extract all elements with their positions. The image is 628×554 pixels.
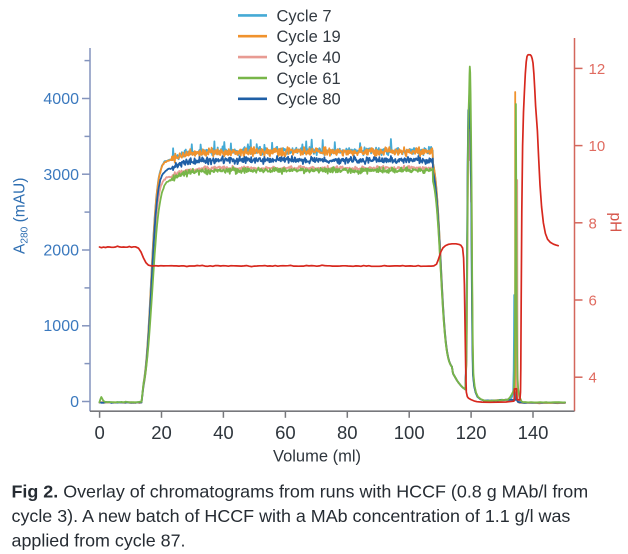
svg-text:Cycle 19: Cycle 19 (277, 28, 341, 46)
svg-text:20: 20 (151, 422, 172, 443)
svg-text:0: 0 (70, 394, 79, 411)
svg-text:cycle 3). A new batch of HCCF: cycle 3). A new batch of HCCF with a MAb… (12, 506, 571, 526)
svg-text:4: 4 (589, 370, 597, 387)
svg-text:2000: 2000 (43, 243, 79, 260)
svg-text:3000: 3000 (43, 167, 79, 184)
svg-text:10: 10 (589, 138, 606, 155)
svg-text:Cycle 61: Cycle 61 (277, 70, 341, 88)
svg-text:1000: 1000 (43, 318, 79, 335)
svg-text:80: 80 (337, 422, 358, 443)
svg-text:60: 60 (275, 422, 296, 443)
svg-text:Cycle 7: Cycle 7 (277, 7, 332, 25)
svg-text:Cycle 40: Cycle 40 (277, 49, 341, 67)
svg-text:Fig 2. Overlay of chromatogram: Fig 2. Overlay of chromatograms from run… (12, 481, 589, 501)
svg-text:applied from cycle 87.: applied from cycle 87. (12, 530, 186, 550)
svg-text:4000: 4000 (43, 91, 79, 108)
svg-text:pH: pH (607, 213, 624, 233)
svg-text:140: 140 (518, 422, 549, 443)
svg-text:100: 100 (394, 422, 425, 443)
svg-text:6: 6 (589, 293, 597, 310)
svg-text:Volume (ml): Volume (ml) (273, 448, 361, 466)
svg-text:40: 40 (213, 422, 234, 443)
svg-text:120: 120 (456, 422, 487, 443)
svg-text:12: 12 (589, 61, 606, 78)
svg-text:Cycle 80: Cycle 80 (277, 91, 341, 109)
svg-text:0: 0 (94, 422, 104, 443)
svg-text:8: 8 (589, 215, 597, 232)
